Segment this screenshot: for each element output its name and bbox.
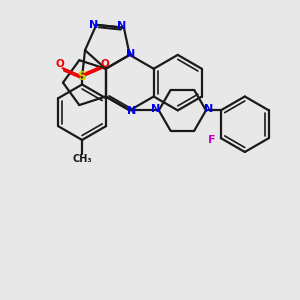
Text: CH₃: CH₃ xyxy=(72,154,92,164)
Text: N: N xyxy=(151,104,160,114)
Text: O: O xyxy=(100,59,109,69)
Text: N: N xyxy=(117,21,127,31)
Text: S: S xyxy=(78,70,87,83)
Text: N: N xyxy=(89,20,98,30)
Text: O: O xyxy=(55,59,64,69)
Text: F: F xyxy=(208,135,216,145)
Text: N: N xyxy=(204,104,214,114)
Text: N: N xyxy=(127,106,136,116)
Text: N: N xyxy=(126,49,135,59)
